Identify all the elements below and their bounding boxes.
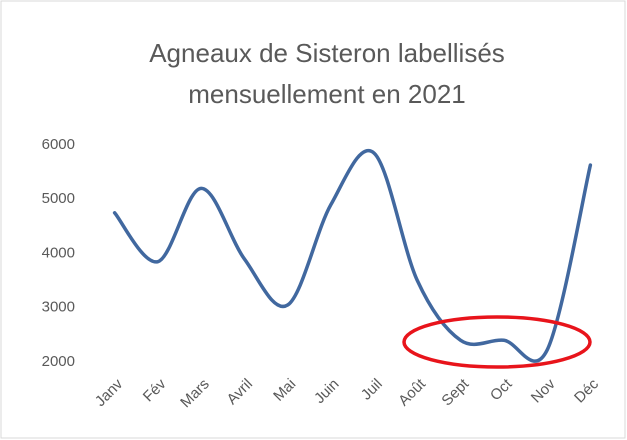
y-tick-label: 2000 (42, 353, 75, 370)
y-tick-label: 3000 (42, 299, 75, 316)
y-tick-label: 4000 (42, 244, 75, 261)
data-line (112, 149, 593, 363)
highlight-ellipse (402, 315, 592, 369)
chart-title: mensuellement en 2021 (188, 79, 466, 109)
y-tick-label: 5000 (42, 190, 75, 207)
chart-title: Agneaux de Sisteron labellisés (149, 38, 505, 68)
y-tick-label: 6000 (42, 136, 75, 153)
